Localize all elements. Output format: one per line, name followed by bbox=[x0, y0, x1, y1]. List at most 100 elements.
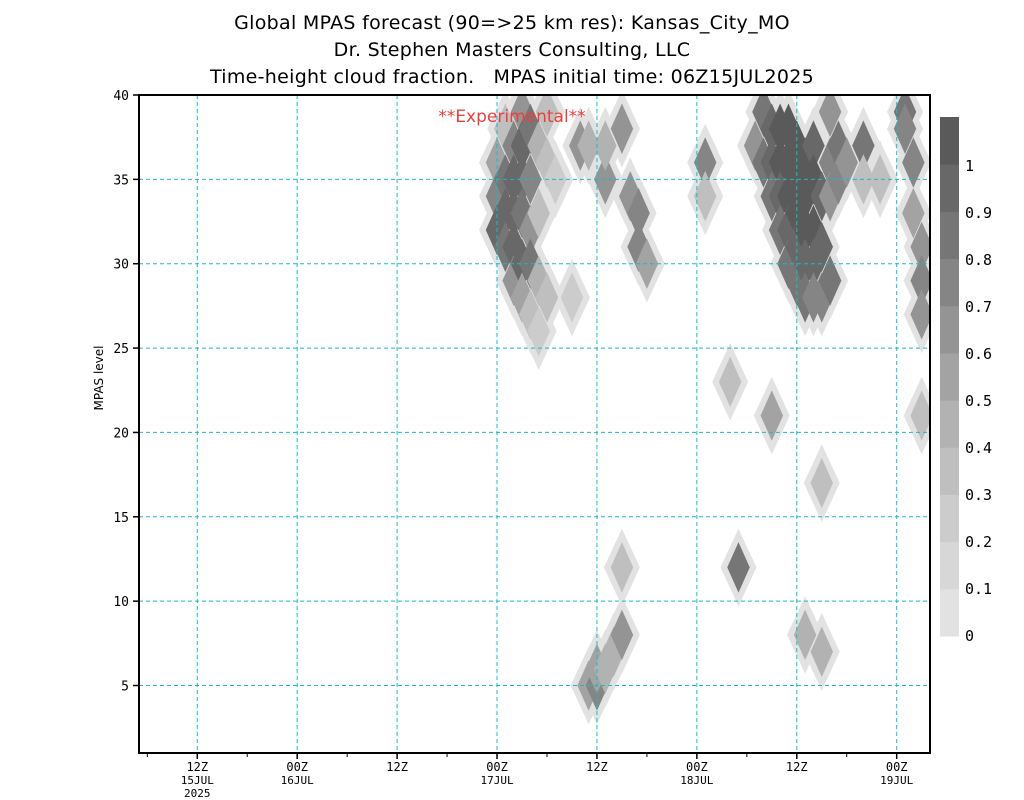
cloud-cell bbox=[760, 390, 784, 441]
plot-frame bbox=[138, 94, 931, 754]
cloud-cell bbox=[502, 255, 525, 306]
colorbar-segment bbox=[940, 588, 959, 637]
cloud-cell bbox=[519, 204, 542, 256]
colorbar-segment bbox=[940, 258, 959, 307]
cloud-cell bbox=[577, 120, 600, 171]
cloud-cell bbox=[743, 120, 767, 171]
x-tick-label: 00Z bbox=[886, 760, 908, 774]
cloud-cell bbox=[810, 221, 833, 273]
chart-title-block: Global MPAS forecast (90=>25 km res): Ka… bbox=[0, 10, 1024, 91]
x-tick-date-label: 15JUL bbox=[181, 774, 214, 787]
cloud-cell bbox=[610, 103, 634, 154]
x-tick-label: 12Z bbox=[386, 760, 408, 774]
cloud-cell bbox=[793, 171, 817, 222]
x-tick-date-label: 18JUL bbox=[680, 774, 713, 787]
cloud-cell bbox=[527, 187, 550, 239]
cloud-cell bbox=[494, 103, 517, 154]
cloud-cell bbox=[910, 255, 930, 306]
y-tick-label: 25 bbox=[113, 342, 129, 357]
colorbar-segment bbox=[940, 400, 959, 448]
x-tick-label: 12Z bbox=[586, 760, 608, 774]
colorbar-label: 0.8 bbox=[965, 251, 992, 269]
colorbar-label: 0.4 bbox=[965, 439, 992, 457]
cloud-cell bbox=[519, 154, 542, 205]
cloud-cell bbox=[818, 255, 842, 306]
cloud-cell bbox=[510, 95, 534, 138]
cloud-cell bbox=[910, 221, 930, 273]
cloud-cell bbox=[527, 120, 550, 171]
x-tick-label: 12Z bbox=[186, 760, 208, 774]
cloud-cell bbox=[502, 221, 525, 273]
chart-title-line-3: Time-height cloud fraction. MPAS initial… bbox=[209, 66, 815, 88]
cloud-cell bbox=[627, 187, 650, 239]
cloud-cell bbox=[802, 204, 825, 256]
colorbar-label: 0 bbox=[965, 627, 974, 645]
colorbar-label: 0.9 bbox=[965, 204, 992, 222]
cloud-cell bbox=[868, 154, 892, 205]
colorbar-segment bbox=[940, 352, 959, 401]
cloud-cell bbox=[535, 95, 559, 138]
cloud-cell bbox=[810, 272, 833, 323]
cloud-cell bbox=[519, 289, 542, 340]
chart-title-line-2: Dr. Stephen Masters Consulting, LLC bbox=[333, 39, 691, 61]
cloud-cell bbox=[602, 626, 625, 677]
x-tick-year-label: 2025 bbox=[184, 787, 211, 800]
cloud-cell bbox=[835, 137, 858, 188]
cloud-cell bbox=[527, 255, 550, 306]
x-tick-date-label: 16JUL bbox=[281, 774, 314, 787]
y-tick-label: 30 bbox=[113, 258, 129, 273]
colorbar-segment bbox=[940, 164, 959, 212]
x-tick-label: 00Z bbox=[486, 760, 508, 774]
cloud-cell bbox=[594, 154, 617, 205]
colorbar-segment bbox=[940, 447, 959, 495]
cloud-cell bbox=[594, 120, 617, 171]
cloud-cell bbox=[910, 289, 930, 340]
y-tick-label: 15 bbox=[113, 511, 129, 526]
colorbar-segment bbox=[940, 541, 959, 590]
cloud-cell bbox=[693, 171, 717, 222]
cloud-cell bbox=[535, 272, 559, 323]
cloud-cell bbox=[693, 137, 717, 188]
cloud-cell bbox=[818, 171, 842, 222]
cloud-cell bbox=[610, 542, 634, 593]
cloud-cell bbox=[718, 356, 742, 408]
cloud-cell bbox=[810, 457, 833, 509]
cloud-cell bbox=[610, 609, 634, 661]
cloud-cell bbox=[519, 103, 542, 154]
cloud-cell bbox=[793, 609, 817, 661]
colorbar-label: 0.2 bbox=[965, 533, 992, 551]
colorbar-segment bbox=[940, 117, 959, 165]
cloud-cell bbox=[627, 221, 650, 273]
colorbar-label: 1 bbox=[965, 157, 974, 175]
cloud-cell bbox=[893, 103, 917, 154]
x-tick-date-label: 17JUL bbox=[480, 774, 513, 787]
y-tick-label: 20 bbox=[113, 426, 129, 441]
chart-title-line-1: Global MPAS forecast (90=>25 km res): Ka… bbox=[234, 12, 790, 34]
y-tick-label: 40 bbox=[113, 89, 129, 104]
cloud-cell bbox=[510, 272, 534, 323]
cloud-cell bbox=[527, 305, 550, 357]
colorbar-label: 0.6 bbox=[965, 345, 992, 363]
experimental-watermark: **Experimental** bbox=[438, 107, 585, 127]
cloud-cell bbox=[902, 137, 925, 188]
cloud-cell bbox=[510, 120, 534, 171]
x-tick-label: 00Z bbox=[686, 760, 708, 774]
cloud-cell bbox=[510, 187, 534, 239]
y-tick-label: 5 bbox=[121, 680, 129, 695]
cloud-cell bbox=[802, 120, 825, 171]
cloud-cell bbox=[818, 95, 842, 138]
x-tick-label: 12Z bbox=[786, 760, 808, 774]
colorbar-segment bbox=[940, 494, 959, 543]
cloud-cell bbox=[560, 272, 584, 323]
x-tick-date-label: 19JUL bbox=[880, 774, 913, 787]
y-tick-label: 35 bbox=[113, 173, 129, 188]
x-tick-label: 00Z bbox=[286, 760, 308, 774]
cloud-cell bbox=[619, 171, 642, 222]
colorbar-segment bbox=[940, 305, 959, 354]
colorbar-label: 0.7 bbox=[965, 298, 992, 316]
colorbar-label: 0.5 bbox=[965, 392, 992, 410]
cloud-cell bbox=[810, 626, 833, 677]
cloud-cell bbox=[852, 120, 875, 171]
cloud-cell bbox=[519, 238, 542, 289]
